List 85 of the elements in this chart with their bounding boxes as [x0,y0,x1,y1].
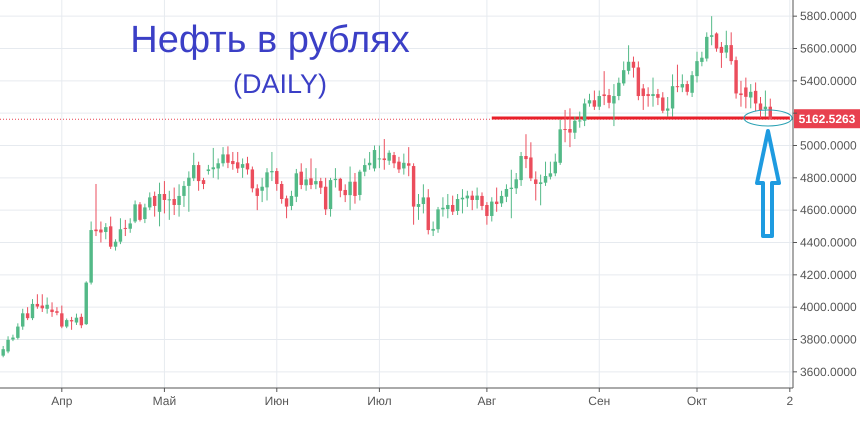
candlestick [676,64,680,93]
y-tick-label: 4800.0000 [800,170,858,185]
y-tick-label: 5800.0000 [800,9,858,24]
candlestick [108,216,112,250]
candlestick [724,30,728,59]
candlestick [666,96,670,117]
candlestick [152,191,156,218]
candlestick [177,184,181,218]
candlestick [363,158,366,177]
candlestick [182,180,186,208]
text: (DAILY) [232,69,328,99]
candlestick [348,166,352,211]
candlestick [749,84,752,109]
candlestick [64,318,68,329]
candlestick [494,187,498,212]
candlestick [114,238,118,252]
candlestick [172,187,176,216]
candlestick [538,174,542,206]
x-tick-label: Окт [686,394,708,408]
candlestick [270,151,274,182]
candlestick [26,306,30,321]
text: Нефть в рублях [130,19,410,61]
y-tick-label: 5000.0000 [800,138,858,152]
y-tick-label: 3800.0000 [800,332,858,346]
candlestick [304,168,308,192]
candlestick [534,170,538,201]
candlestick [250,166,254,193]
candlestick [475,187,479,210]
candlestick [592,90,596,110]
candlestick [490,196,494,222]
candlestick [686,80,689,96]
candlestick [70,316,74,330]
y-tick-label: 4600.0000 [800,203,858,218]
candlestick [162,180,166,214]
candlestick [45,296,49,314]
y-tick-label: 4200.0000 [800,268,858,282]
candlestick [256,184,259,211]
candlestick [60,305,64,329]
candlestick [74,313,78,326]
candlestick [300,162,303,190]
candlestick [422,184,426,214]
candlestick [382,138,386,170]
candlestick [133,200,137,224]
candlestick [168,190,172,220]
ref-line-label: 5162.5263 [798,112,856,126]
candlestick [314,168,318,190]
candlestick [104,222,108,240]
candlestick [598,90,601,110]
y-tick-label: 3600.0000 [800,364,858,379]
y-tick-label: 5600.0000 [800,42,858,56]
candlestick [470,190,474,211]
candlestick [764,90,768,117]
candlestick [118,218,122,245]
candlestick [221,146,225,168]
x-tick-label: 2 [786,394,794,408]
candlestick [148,192,152,211]
candlestick [768,98,772,120]
candlestick [754,82,758,112]
candlestick [240,158,244,178]
candlestick [450,195,454,216]
candlestick [128,218,132,234]
candlestick [358,169,362,201]
candlestick [402,153,406,176]
x-tick-label: Авг [478,394,497,408]
candlestick [588,93,592,108]
candlestick [387,150,391,166]
candlestick [680,74,684,93]
candlestick [80,313,84,329]
x-tick-label: Июн [264,394,289,408]
candlestick [416,194,420,220]
x-tick-label: Сен [588,394,610,408]
candlestick [124,219,128,237]
x-tick-label: Май [152,394,176,408]
x-tick-label: Июл [367,394,392,408]
y-tick-label: 4000.0000 [800,300,858,314]
candlestick [21,308,24,330]
candlestick [206,164,210,176]
candlestick [670,74,674,117]
candlestick [275,168,279,192]
candlestick [710,16,714,46]
y-tick-label: 5400.0000 [800,74,858,88]
y-tick-label: 4400.0000 [800,236,858,250]
candlestick [612,84,616,127]
candlestick [143,203,147,224]
x-tick-label: Апр [51,394,73,408]
